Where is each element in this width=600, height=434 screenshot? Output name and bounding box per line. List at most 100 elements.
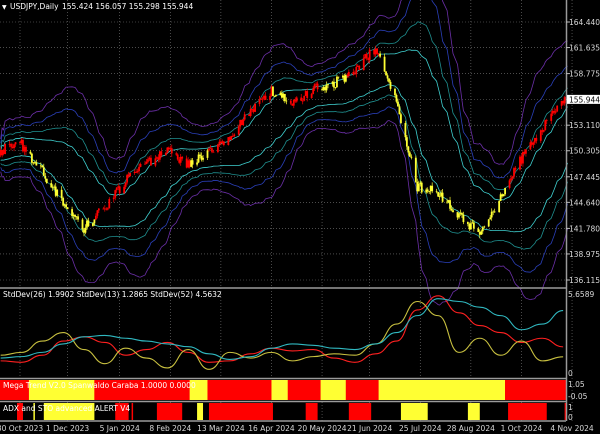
candle[interactable] xyxy=(420,182,423,193)
candle[interactable] xyxy=(322,87,325,90)
candle[interactable] xyxy=(362,57,365,71)
candles[interactable] xyxy=(0,45,569,239)
candle[interactable] xyxy=(191,160,194,165)
candle[interactable] xyxy=(522,152,524,164)
candle[interactable] xyxy=(289,100,292,104)
candle[interactable] xyxy=(553,110,556,113)
candle[interactable] xyxy=(66,207,69,210)
candle[interactable] xyxy=(545,120,548,121)
candle[interactable] xyxy=(63,204,66,206)
candle[interactable] xyxy=(41,165,44,168)
candle[interactable] xyxy=(313,84,316,89)
candle[interactable] xyxy=(367,58,370,60)
candle[interactable] xyxy=(525,149,527,154)
candle[interactable] xyxy=(209,148,212,150)
candle[interactable] xyxy=(169,148,172,150)
candle[interactable] xyxy=(60,189,63,199)
candle[interactable] xyxy=(23,146,26,152)
candle[interactable] xyxy=(459,212,462,214)
candle[interactable] xyxy=(303,95,306,101)
candle[interactable] xyxy=(388,78,390,82)
candle[interactable] xyxy=(283,93,286,102)
candle[interactable] xyxy=(541,130,544,132)
candle[interactable] xyxy=(51,187,54,189)
candle[interactable] xyxy=(523,152,526,154)
candle[interactable] xyxy=(160,151,163,156)
candle[interactable] xyxy=(466,222,469,224)
candle[interactable] xyxy=(275,95,277,97)
candle[interactable] xyxy=(254,103,257,112)
candle[interactable] xyxy=(154,158,157,166)
candle[interactable] xyxy=(45,178,48,184)
candle[interactable] xyxy=(157,157,160,160)
candle[interactable] xyxy=(13,144,15,149)
candle[interactable] xyxy=(71,209,73,216)
candle[interactable] xyxy=(39,165,42,167)
candle[interactable] xyxy=(44,175,47,179)
candle[interactable] xyxy=(187,160,190,168)
candle[interactable] xyxy=(188,160,191,167)
candle[interactable] xyxy=(364,54,367,58)
candle[interactable] xyxy=(441,192,444,202)
candle[interactable] xyxy=(105,208,108,210)
candle[interactable] xyxy=(379,53,381,57)
candle[interactable] xyxy=(408,152,411,157)
candle[interactable] xyxy=(428,191,431,192)
candle[interactable] xyxy=(145,161,148,164)
candle[interactable] xyxy=(431,185,434,192)
candle[interactable] xyxy=(33,162,36,164)
candle[interactable] xyxy=(211,148,213,152)
candle[interactable] xyxy=(136,171,139,173)
candle[interactable] xyxy=(212,151,215,153)
candle[interactable] xyxy=(376,48,379,54)
candle[interactable] xyxy=(452,210,454,213)
candle[interactable] xyxy=(139,164,142,167)
candle[interactable] xyxy=(300,97,303,101)
candle[interactable] xyxy=(539,130,542,141)
candle[interactable] xyxy=(501,194,504,197)
candle[interactable] xyxy=(373,49,376,55)
candle[interactable] xyxy=(490,211,493,218)
candle[interactable] xyxy=(217,144,219,153)
candle[interactable] xyxy=(197,154,200,163)
candle[interactable] xyxy=(138,166,140,172)
candle[interactable] xyxy=(175,153,178,155)
candle[interactable] xyxy=(352,71,355,75)
candle[interactable] xyxy=(368,49,371,60)
candle[interactable] xyxy=(510,178,512,181)
candle[interactable] xyxy=(429,185,432,192)
candle[interactable] xyxy=(14,142,17,145)
candle[interactable] xyxy=(405,137,408,147)
candle[interactable] xyxy=(334,87,337,88)
candle[interactable] xyxy=(310,93,313,98)
candle[interactable] xyxy=(185,158,188,168)
candle[interactable] xyxy=(394,88,396,95)
candle[interactable] xyxy=(35,162,38,166)
candle[interactable] xyxy=(295,97,298,102)
candle[interactable] xyxy=(127,174,130,177)
candle[interactable] xyxy=(270,86,273,96)
candle[interactable] xyxy=(437,192,440,197)
candle[interactable] xyxy=(260,98,262,100)
candle[interactable] xyxy=(170,148,173,154)
candle[interactable] xyxy=(22,139,24,152)
candle[interactable] xyxy=(102,208,105,210)
candle[interactable] xyxy=(8,143,11,145)
candle[interactable] xyxy=(502,194,505,197)
candle[interactable] xyxy=(218,141,221,145)
candle[interactable] xyxy=(477,228,480,232)
candle[interactable] xyxy=(144,163,146,165)
candle[interactable] xyxy=(179,156,182,163)
candle[interactable] xyxy=(272,86,274,96)
candle[interactable] xyxy=(374,48,377,55)
candle[interactable] xyxy=(2,149,5,155)
candle[interactable] xyxy=(294,99,297,102)
candle[interactable] xyxy=(498,201,501,213)
candle[interactable] xyxy=(292,99,295,106)
candle[interactable] xyxy=(562,100,565,104)
candle[interactable] xyxy=(478,231,481,235)
candle[interactable] xyxy=(282,93,285,98)
candle[interactable] xyxy=(126,174,129,183)
candle[interactable] xyxy=(200,155,203,160)
candle[interactable] xyxy=(97,208,100,211)
